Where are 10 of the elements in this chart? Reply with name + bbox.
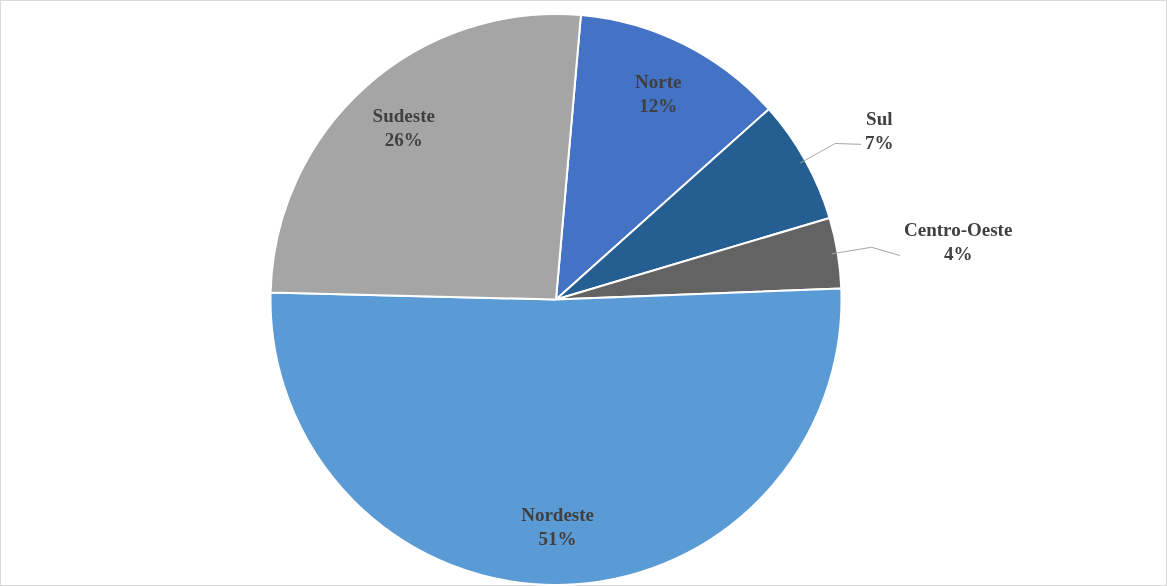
slice-label: Norte bbox=[635, 71, 682, 93]
data-label: 12% bbox=[639, 95, 678, 117]
data-label: 51% bbox=[538, 527, 577, 549]
data-label: 7% bbox=[865, 132, 894, 154]
slice-label: Sul bbox=[866, 108, 893, 130]
slice-label: Sudeste bbox=[372, 105, 435, 127]
slice-label: Nordeste bbox=[521, 503, 594, 525]
slice-label: Centro-Oeste bbox=[903, 219, 1013, 241]
data-label: 26% bbox=[384, 129, 423, 151]
data-label: 4% bbox=[943, 243, 973, 265]
